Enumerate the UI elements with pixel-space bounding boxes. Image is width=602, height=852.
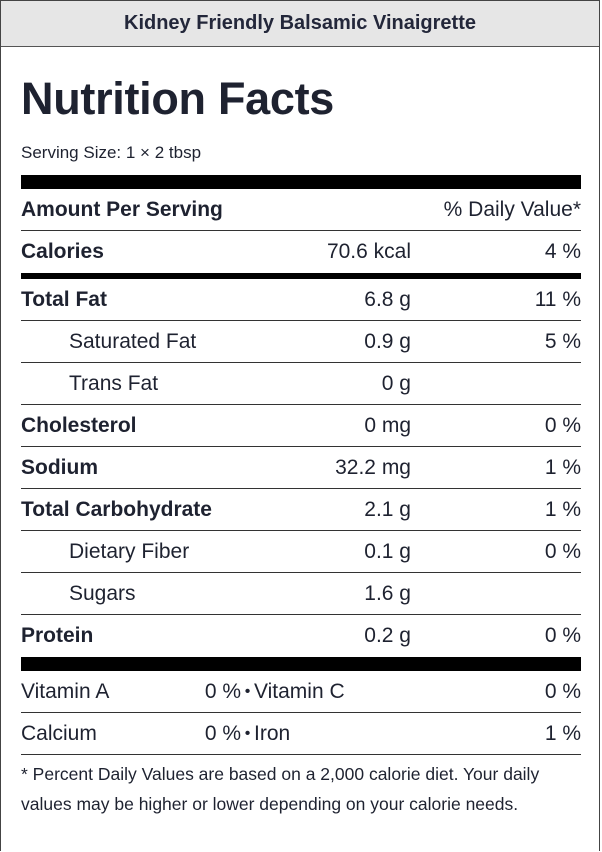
nutrition-facts-title: Nutrition Facts: [21, 73, 335, 124]
nutrient-dv: 11 %: [534, 287, 581, 311]
nutrient-name: Sodium: [21, 455, 98, 479]
calories-row: Calories 70.6 kcal 4 %: [21, 231, 581, 273]
vitamin-row: Calcium 0 % • Iron 1 %: [21, 713, 581, 755]
vitamin-name: Iron: [254, 721, 291, 745]
thick-divider: [21, 657, 581, 671]
nutrient-name: Total Carbohydrate: [21, 497, 212, 521]
nutrient-row-total-carbohydrate: Total Carbohydrate 2.1 g 1 %: [21, 489, 581, 531]
vitamin-dv: 0 %: [544, 679, 581, 703]
footnote: * Percent Daily Values are based on a 2,…: [21, 764, 540, 814]
nutrient-dv: 0 %: [544, 539, 581, 563]
nutrient-row-sodium: Sodium 32.2 mg 1 %: [21, 447, 581, 489]
nutrient-amount: 32.2 mg: [335, 455, 411, 479]
thick-divider: [21, 175, 581, 189]
nutrient-amount: 0 mg: [364, 413, 411, 437]
nutrient-row-trans-fat: Trans Fat 0 g: [21, 363, 581, 405]
nutrient-name: Cholesterol: [21, 413, 137, 437]
nutrient-amount: 1.6 g: [364, 581, 411, 605]
vitamin-row: Vitamin A 0 % • Vitamin C 0 %: [21, 671, 581, 713]
nutrient-name: Trans Fat: [69, 371, 159, 395]
nutrient-name: Sugars: [69, 581, 136, 605]
nutrient-row-saturated-fat: Saturated Fat 0.9 g 5 %: [21, 321, 581, 363]
column-header-row: Amount Per Serving % Daily Value*: [21, 189, 581, 231]
nutrient-row-cholesterol: Cholesterol 0 mg 0 %: [21, 405, 581, 447]
calories-label: Calories: [21, 240, 104, 263]
nutrient-amount: 0.1 g: [364, 539, 411, 563]
nutrient-dv: 1 %: [544, 455, 581, 479]
nutrient-name: Saturated Fat: [69, 329, 197, 353]
calories-dv: 4 %: [544, 240, 581, 263]
nutrient-row-sugars: Sugars 1.6 g: [21, 573, 581, 615]
vitamin-name: Vitamin A: [21, 679, 110, 703]
label-content: Nutrition Facts Serving Size: 1 × 2 tbsp…: [1, 74, 599, 819]
vitamin-name: Calcium: [21, 721, 97, 745]
nutrient-dv: 1 %: [544, 497, 581, 521]
nutrient-row-total-fat: Total Fat 6.8 g 11 %: [21, 279, 581, 321]
nutrient-dv: 0 %: [544, 413, 581, 437]
amount-per-serving-label: Amount Per Serving: [21, 197, 223, 221]
nutrient-dv: 5 %: [544, 329, 581, 353]
nutrient-name: Dietary Fiber: [69, 539, 190, 563]
daily-value-label: % Daily Value*: [443, 197, 581, 221]
medium-divider: [21, 273, 581, 279]
bullet-separator: •: [244, 682, 251, 700]
bullet-separator: •: [244, 724, 251, 742]
nutrient-row-dietary-fiber: Dietary Fiber 0.1 g 0 %: [21, 531, 581, 573]
calories-amount: 70.6 kcal: [326, 240, 411, 263]
nutrient-dv: 0 %: [544, 624, 581, 647]
nutrient-name: Protein: [21, 624, 94, 647]
vitamin-dv: 0 %: [204, 679, 241, 703]
vitamin-dv: 1 %: [544, 721, 581, 745]
nutrient-amount: 6.8 g: [364, 287, 411, 311]
vitamin-name: Vitamin C: [254, 679, 345, 703]
recipe-title: Kidney Friendly Balsamic Vinaigrette: [1, 1, 599, 47]
serving-size: Serving Size: 1 × 2 tbsp: [21, 143, 202, 162]
nutrient-name: Total Fat: [21, 287, 107, 311]
nutrient-amount: 0 g: [381, 371, 411, 395]
nutrient-row-protein: Protein 0.2 g 0 %: [21, 615, 581, 657]
vitamin-dv: 0 %: [204, 721, 241, 745]
nutrient-amount: 0.2 g: [364, 624, 411, 647]
nutrient-amount: 2.1 g: [364, 497, 411, 521]
nutrient-amount: 0.9 g: [364, 329, 411, 353]
